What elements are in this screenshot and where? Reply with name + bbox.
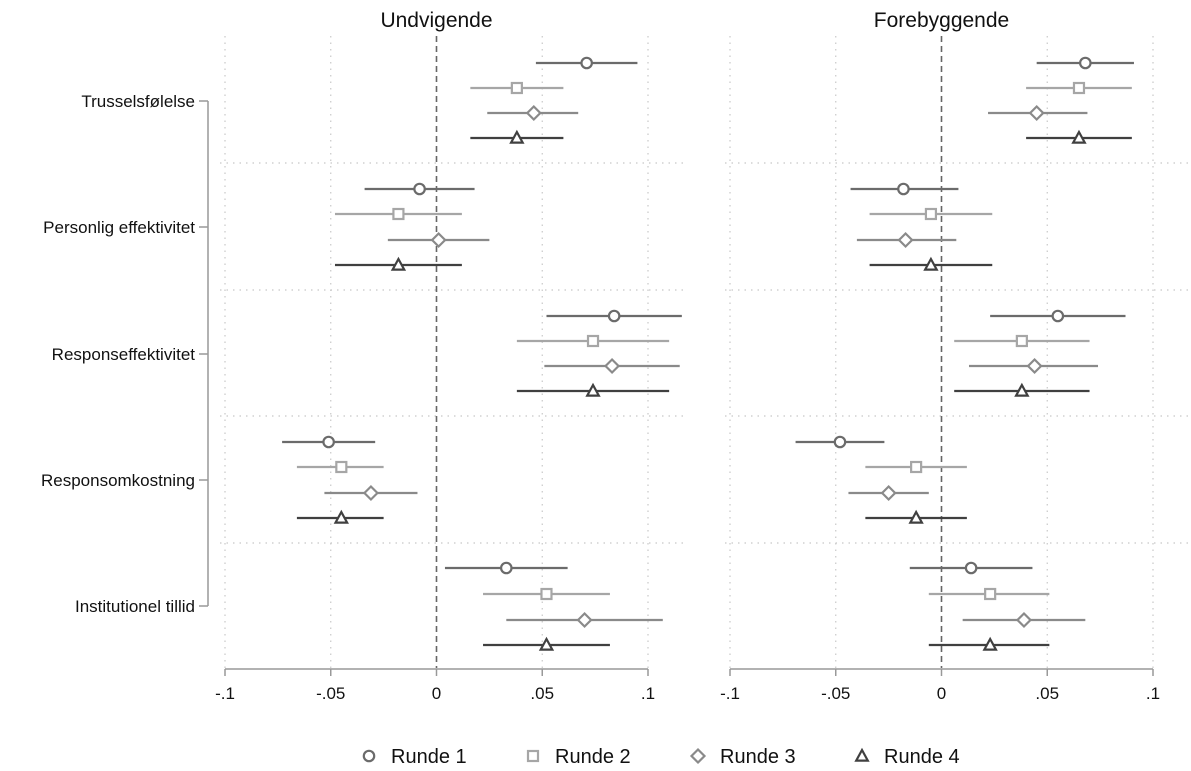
point-marker — [1028, 104, 1045, 122]
point-marker — [525, 104, 542, 122]
x-tick-label: .05 — [1035, 684, 1059, 703]
legend-label: Runde 4 — [884, 746, 960, 768]
point-marker — [576, 611, 593, 629]
x-tick-label: 0 — [432, 684, 441, 703]
x-tick-label: -.05 — [821, 684, 850, 703]
legend-item: Runde 2 — [526, 746, 631, 768]
legend-item: Runde 3 — [689, 746, 796, 768]
point-marker — [510, 81, 523, 95]
point-marker — [603, 357, 621, 375]
x-tick-label: .05 — [530, 684, 554, 703]
panel-title: Forebyggende — [874, 9, 1009, 32]
point-marker — [538, 636, 555, 651]
panel-title: Undvigende — [380, 9, 492, 32]
point-marker — [1071, 129, 1087, 144]
legend-item: Runde 1 — [362, 746, 467, 768]
panel-1: Undvigende -.1 -.05 0 .05 .1 — [215, 9, 688, 703]
x-tick-label: -.05 — [316, 684, 345, 703]
point-marker — [964, 561, 978, 575]
legend-label: Runde 1 — [391, 746, 467, 768]
point-marker — [880, 484, 897, 502]
category-label: Institutionel tillid — [75, 597, 195, 616]
point-marker — [1051, 309, 1065, 323]
legend-marker — [526, 749, 540, 763]
point-marker — [580, 56, 593, 70]
point-marker — [1015, 334, 1028, 348]
point-marker — [897, 182, 910, 196]
point-marker — [586, 334, 600, 348]
point-marker — [540, 587, 553, 601]
category-label: Responsomkostning — [41, 471, 195, 490]
point-marker — [1014, 382, 1030, 397]
legend-marker — [362, 749, 376, 763]
point-marker — [607, 309, 621, 323]
point-marker — [1026, 357, 1043, 375]
point-marker — [499, 561, 513, 575]
point-marker — [984, 587, 997, 601]
x-tick-label: -.1 — [720, 684, 740, 703]
point-marker — [897, 231, 914, 249]
point-marker — [413, 182, 426, 196]
point-marker — [322, 435, 335, 449]
point-marker — [335, 460, 348, 474]
x-tick-label: .1 — [1146, 684, 1160, 703]
point-marker — [1079, 56, 1092, 70]
point-marker — [509, 129, 525, 144]
point-marker — [390, 256, 407, 271]
legend: Runde 1 Runde 2 Runde 3 Runde 4 — [362, 746, 960, 768]
legend-item: Runde 4 — [854, 746, 960, 768]
point-marker — [1072, 81, 1086, 95]
category-labels: Trusselsfølelse Personlig effektivitet Res… — [41, 92, 209, 616]
point-marker — [908, 509, 924, 524]
point-marker — [1015, 611, 1033, 629]
category-label: Responseffektivitet — [52, 345, 196, 364]
point-marker — [430, 231, 447, 249]
x-tick-label: 0 — [937, 684, 946, 703]
point-marker — [585, 382, 601, 397]
legend-marker — [689, 747, 707, 765]
point-marker — [362, 484, 379, 502]
point-marker — [982, 636, 998, 651]
x-tick-label: -.1 — [215, 684, 235, 703]
point-marker — [923, 256, 939, 271]
category-label: Trusselsfølelse — [81, 92, 195, 111]
point-marker — [924, 207, 938, 221]
legend-label: Runde 2 — [555, 746, 631, 768]
panel-2: Forebyggende -.1 -.05 0 .05 .1 — [720, 9, 1191, 703]
point-marker — [392, 207, 405, 221]
category-label: Personlig effektivitet — [43, 218, 195, 237]
point-marker — [333, 509, 349, 524]
point-marker — [833, 435, 847, 449]
legend-marker — [854, 747, 870, 762]
x-tick-label: .1 — [641, 684, 655, 703]
point-marker — [910, 460, 923, 474]
legend-label: Runde 3 — [720, 746, 796, 768]
